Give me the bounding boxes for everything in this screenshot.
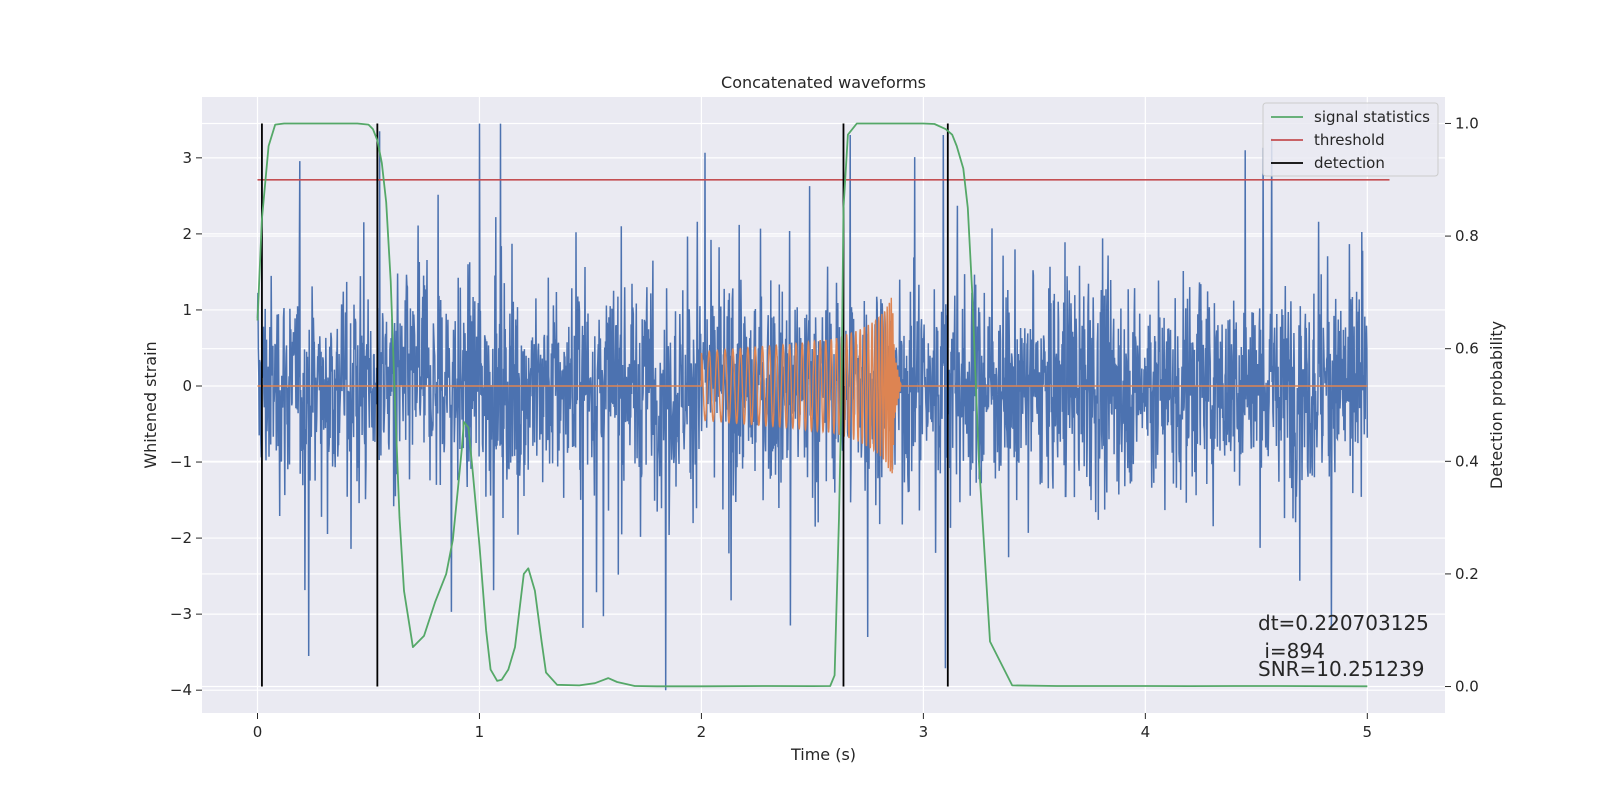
- legend: signal statistics threshold detection: [1262, 102, 1439, 177]
- y2-tick-label: 1.0: [1455, 114, 1479, 132]
- y-tick-label: −1: [170, 453, 192, 471]
- x-axis-label: Time (s): [790, 745, 856, 764]
- grid-lines: [202, 97, 1445, 713]
- axis-ticks: 0 1 2 3 4 5 −4 −3 −2 −1 0 1 2 3 0.0 0.2 0.4 0.6 0.8 1.0: [170, 114, 1479, 741]
- data-layer: [256, 122, 1390, 691]
- x-tick-label: 2: [697, 723, 707, 741]
- x-tick-label: 0: [253, 723, 263, 741]
- legend-box: [1262, 102, 1439, 177]
- x-tick-label: 1: [475, 723, 485, 741]
- y2-tick-label: 0.2: [1455, 565, 1479, 583]
- y-axis-label: Whitened strain: [141, 341, 160, 468]
- injected-waveform-line: [257, 297, 1368, 474]
- annotation-snr: SNR=10.251239: [1258, 657, 1424, 681]
- y-tick-label: 3: [182, 149, 192, 167]
- y-tick-label: 2: [182, 225, 192, 243]
- signal-statistics-line: [256, 122, 1368, 688]
- y2-tick-label: 0.4: [1455, 452, 1479, 470]
- y-tick-label: −3: [170, 605, 192, 623]
- y2-tick-label: 0.6: [1455, 340, 1479, 358]
- annotation-dt: dt=0.220703125: [1258, 611, 1429, 635]
- legend-signal-label: signal statistics: [1314, 108, 1430, 126]
- x-tick-label: 5: [1363, 723, 1373, 741]
- y-tick-label: 1: [182, 301, 192, 319]
- y2-tick-label: 0.8: [1455, 227, 1479, 245]
- chart-title: Concatenated waveforms: [721, 73, 926, 92]
- x-tick-label: 3: [919, 723, 929, 741]
- y2-axis-label: Detection probability: [1487, 321, 1506, 489]
- x-tick-label: 4: [1141, 723, 1151, 741]
- y-tick-label: 0: [182, 377, 192, 395]
- y2-tick-label: 0.0: [1455, 678, 1479, 696]
- legend-detection-label: detection: [1314, 154, 1385, 172]
- y-tick-label: −4: [170, 681, 192, 699]
- legend-threshold-label: threshold: [1314, 131, 1385, 149]
- annotation-index: i=894: [1258, 639, 1325, 663]
- y-tick-label: −2: [170, 529, 192, 547]
